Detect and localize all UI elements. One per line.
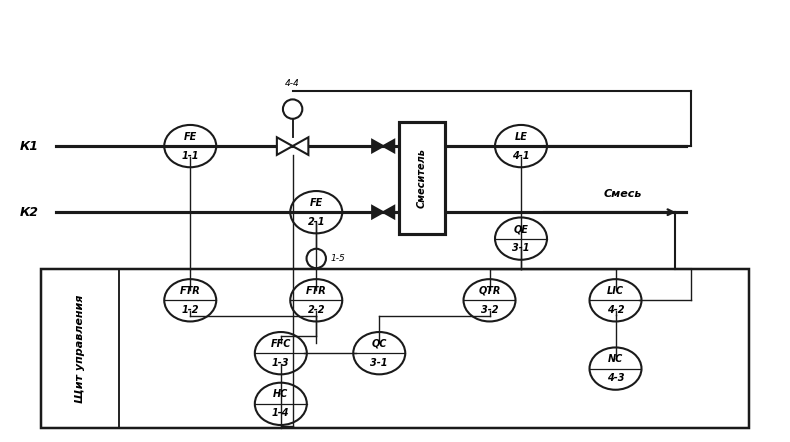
Bar <box>40 270 750 428</box>
Text: LIC: LIC <box>607 286 624 296</box>
Text: 2-1: 2-1 <box>307 217 325 227</box>
Text: 4-4: 4-4 <box>285 80 300 88</box>
Text: К1: К1 <box>19 140 38 152</box>
Text: 1-1: 1-1 <box>182 151 199 160</box>
Text: Смесь: Смесь <box>604 189 641 199</box>
Text: 4-2: 4-2 <box>607 305 624 315</box>
Text: Щит управления: Щит управления <box>75 294 85 403</box>
Text: 3-1: 3-1 <box>512 243 530 253</box>
Polygon shape <box>383 206 394 218</box>
Text: QC: QC <box>371 339 387 349</box>
Text: FE: FE <box>310 198 323 208</box>
Text: 4-1: 4-1 <box>512 151 530 160</box>
Polygon shape <box>383 140 394 152</box>
Text: 3-1: 3-1 <box>371 358 388 368</box>
Polygon shape <box>372 140 383 152</box>
Polygon shape <box>292 137 308 155</box>
Text: QE: QE <box>514 224 529 234</box>
Text: 1-5: 1-5 <box>330 254 345 263</box>
Text: 3-2: 3-2 <box>481 305 498 315</box>
Text: К2: К2 <box>19 206 38 219</box>
Text: FTR: FTR <box>180 286 201 296</box>
Text: HC: HC <box>273 389 288 399</box>
Text: FFC: FFC <box>271 339 291 349</box>
Text: NC: NC <box>608 354 623 364</box>
Text: FTR: FTR <box>306 286 326 296</box>
Text: 1-2: 1-2 <box>182 305 199 315</box>
Text: FE: FE <box>183 132 197 141</box>
Polygon shape <box>276 137 292 155</box>
Text: Смеситель: Смеситель <box>417 148 427 208</box>
Text: 4-3: 4-3 <box>607 373 624 383</box>
Text: QTR: QTR <box>478 286 501 296</box>
Text: 1-3: 1-3 <box>272 358 290 368</box>
Text: 1-4: 1-4 <box>272 408 290 419</box>
Text: 2-2: 2-2 <box>307 305 325 315</box>
Text: LE: LE <box>514 132 528 141</box>
Bar <box>399 122 445 234</box>
Polygon shape <box>372 206 383 218</box>
